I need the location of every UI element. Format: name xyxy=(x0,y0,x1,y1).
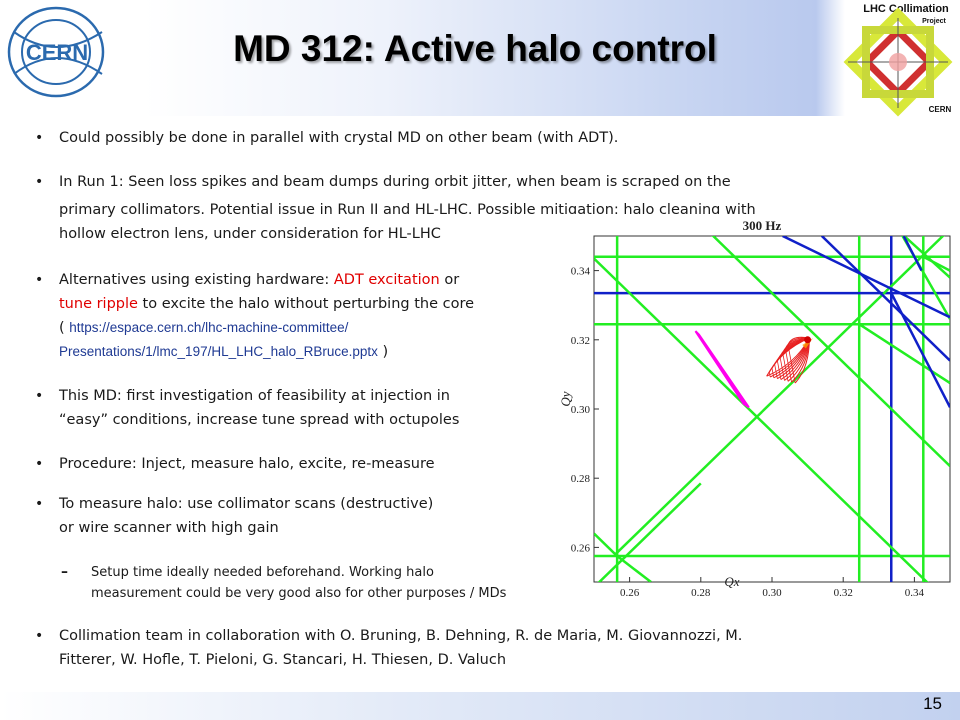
footprint-web-line xyxy=(774,364,778,379)
bullet-3-link-line-2: Presentations/1/lmc_197/HL_LHC_halo_RBru… xyxy=(59,344,389,360)
working-point xyxy=(804,336,812,344)
chart-title: 300 Hz xyxy=(743,218,782,233)
bullet-3-link-line-1: ( https://espace.cern.ch/lhc-machine-com… xyxy=(59,320,349,336)
page-number: 15 xyxy=(923,694,942,713)
bullet-5-text: Procedure: Inject, measure halo, excite,… xyxy=(59,456,435,472)
resonance-line-green xyxy=(614,236,945,556)
collimation-logo-cern: CERN xyxy=(929,105,952,114)
x-tick-label: 0.30 xyxy=(762,587,782,599)
tune-ripple-text: tune ripple xyxy=(59,296,138,312)
presentation-link-part-1[interactable]: https://espace.cern.ch/lhc-machine-commi… xyxy=(69,320,349,335)
footprint-web-line xyxy=(771,368,775,378)
bullet-4-line-1: This MD: first investigation of feasibil… xyxy=(59,388,450,404)
bullet-dot: • xyxy=(35,456,44,472)
slide-title: MD 312: Active halo control xyxy=(233,28,717,69)
bullet-4-line-2: “easy” conditions, increase tune spread … xyxy=(59,412,460,428)
y-tick-label: 0.26 xyxy=(571,542,591,554)
bullet-3-pre: Alternatives using existing hardware: xyxy=(59,272,334,288)
bullet-dot: • xyxy=(35,388,44,404)
y-axis-label: Qy xyxy=(558,391,573,406)
y-tick-label: 0.34 xyxy=(571,266,591,278)
y-tick-label: 0.28 xyxy=(571,473,591,485)
footprint-web-line xyxy=(782,352,789,382)
resonance-line-green xyxy=(858,323,950,385)
footprint-web-line xyxy=(784,348,792,383)
footprint-web-line xyxy=(776,360,782,380)
cern-logo: CERN xyxy=(7,6,105,98)
sub-bullet-dash: – xyxy=(61,564,68,580)
bullet-3-or: or xyxy=(439,272,460,288)
resonance-line-green xyxy=(597,482,702,582)
x-tick-label: 0.26 xyxy=(620,587,640,599)
collimation-logo-title: LHC Collimation xyxy=(863,3,949,15)
cern-logo-text: CERN xyxy=(26,40,88,65)
resonance-line-blue xyxy=(902,236,923,272)
bullet-2-line-1: In Run 1: Seen loss spikes and beam dump… xyxy=(59,174,731,190)
tune-footprint xyxy=(766,336,813,384)
presentation-link-part-2[interactable]: Presentations/1/lmc_197/HL_LHC_halo_RBru… xyxy=(59,344,378,359)
bullet-7-line-1: Collimation team in collaboration with O… xyxy=(59,628,743,644)
tune-ripple-trace xyxy=(694,330,750,409)
bullet-dot: • xyxy=(35,496,44,512)
resonance-line-blue xyxy=(890,292,950,408)
collimation-logo-project: Project xyxy=(922,18,946,25)
resonance-lines xyxy=(594,236,950,582)
resonance-line-green xyxy=(922,255,950,272)
sub-bullet-line-1: Setup time ideally needed beforehand. Wo… xyxy=(91,565,434,580)
footprint-web-line xyxy=(787,344,796,384)
adt-excitation-text: ADT excitation xyxy=(333,272,440,288)
resonance-line-green xyxy=(594,257,929,582)
bullet-dot: • xyxy=(35,174,44,190)
resonance-line-green xyxy=(711,236,950,467)
bullet-3-rest: to excite the halo without perturbing th… xyxy=(137,296,475,312)
bullet-dot: • xyxy=(35,628,44,644)
bullet-3-line-2: tune ripple to excite the halo without p… xyxy=(59,292,474,316)
resonance-line-green xyxy=(616,555,652,582)
x-tick-label: 0.28 xyxy=(691,587,711,599)
tune-diagram-svg: 0.26 0.26 0.28 0.28 0.30 0.30 0.32 0.32 0.34 0.34… xyxy=(558,218,951,599)
footprint-web-line xyxy=(779,356,785,381)
bullet-6-line-1: To measure halo: use collimator scans (d… xyxy=(59,496,434,512)
footer-band xyxy=(0,692,960,720)
bullet-6-line-2: or wire scanner with high gain xyxy=(59,520,279,536)
bullet-dot: • xyxy=(35,130,44,146)
bullet-7-line-2: Fitterer, W. Hofle, T. Pieloni, G. Stanc… xyxy=(59,652,507,668)
bullet-1-text: Could possibly be done in parallel with … xyxy=(59,130,619,146)
bullet-3-line-1: Alternatives using existing hardware: AD… xyxy=(59,268,459,292)
x-axis-label: Qx xyxy=(724,574,739,589)
x-tick-label: 0.34 xyxy=(905,587,925,599)
plot-frame xyxy=(593,235,951,583)
resonance-line-blue xyxy=(782,236,950,319)
sub-bullet-line-2: measurement could be very good also for … xyxy=(91,586,507,601)
bullet-dot: • xyxy=(35,272,44,288)
header-band xyxy=(0,0,960,116)
lhc-collimation-logo: LHC Collimation Project CERN xyxy=(843,3,953,117)
y-tick-label: 0.30 xyxy=(571,404,591,416)
x-tick-label: 0.32 xyxy=(834,587,853,599)
bullet-2-line-3: hollow electron lens, under consideratio… xyxy=(59,226,441,242)
footprint-web-line xyxy=(768,372,771,378)
resonance-line-green xyxy=(594,532,619,557)
tune-diagram: 0.26 0.26 0.28 0.28 0.30 0.30 0.32 0.32 0.34 0.34… xyxy=(556,214,956,624)
resonance-line-blue xyxy=(820,236,950,362)
y-tick-label: 0.32 xyxy=(571,335,590,347)
